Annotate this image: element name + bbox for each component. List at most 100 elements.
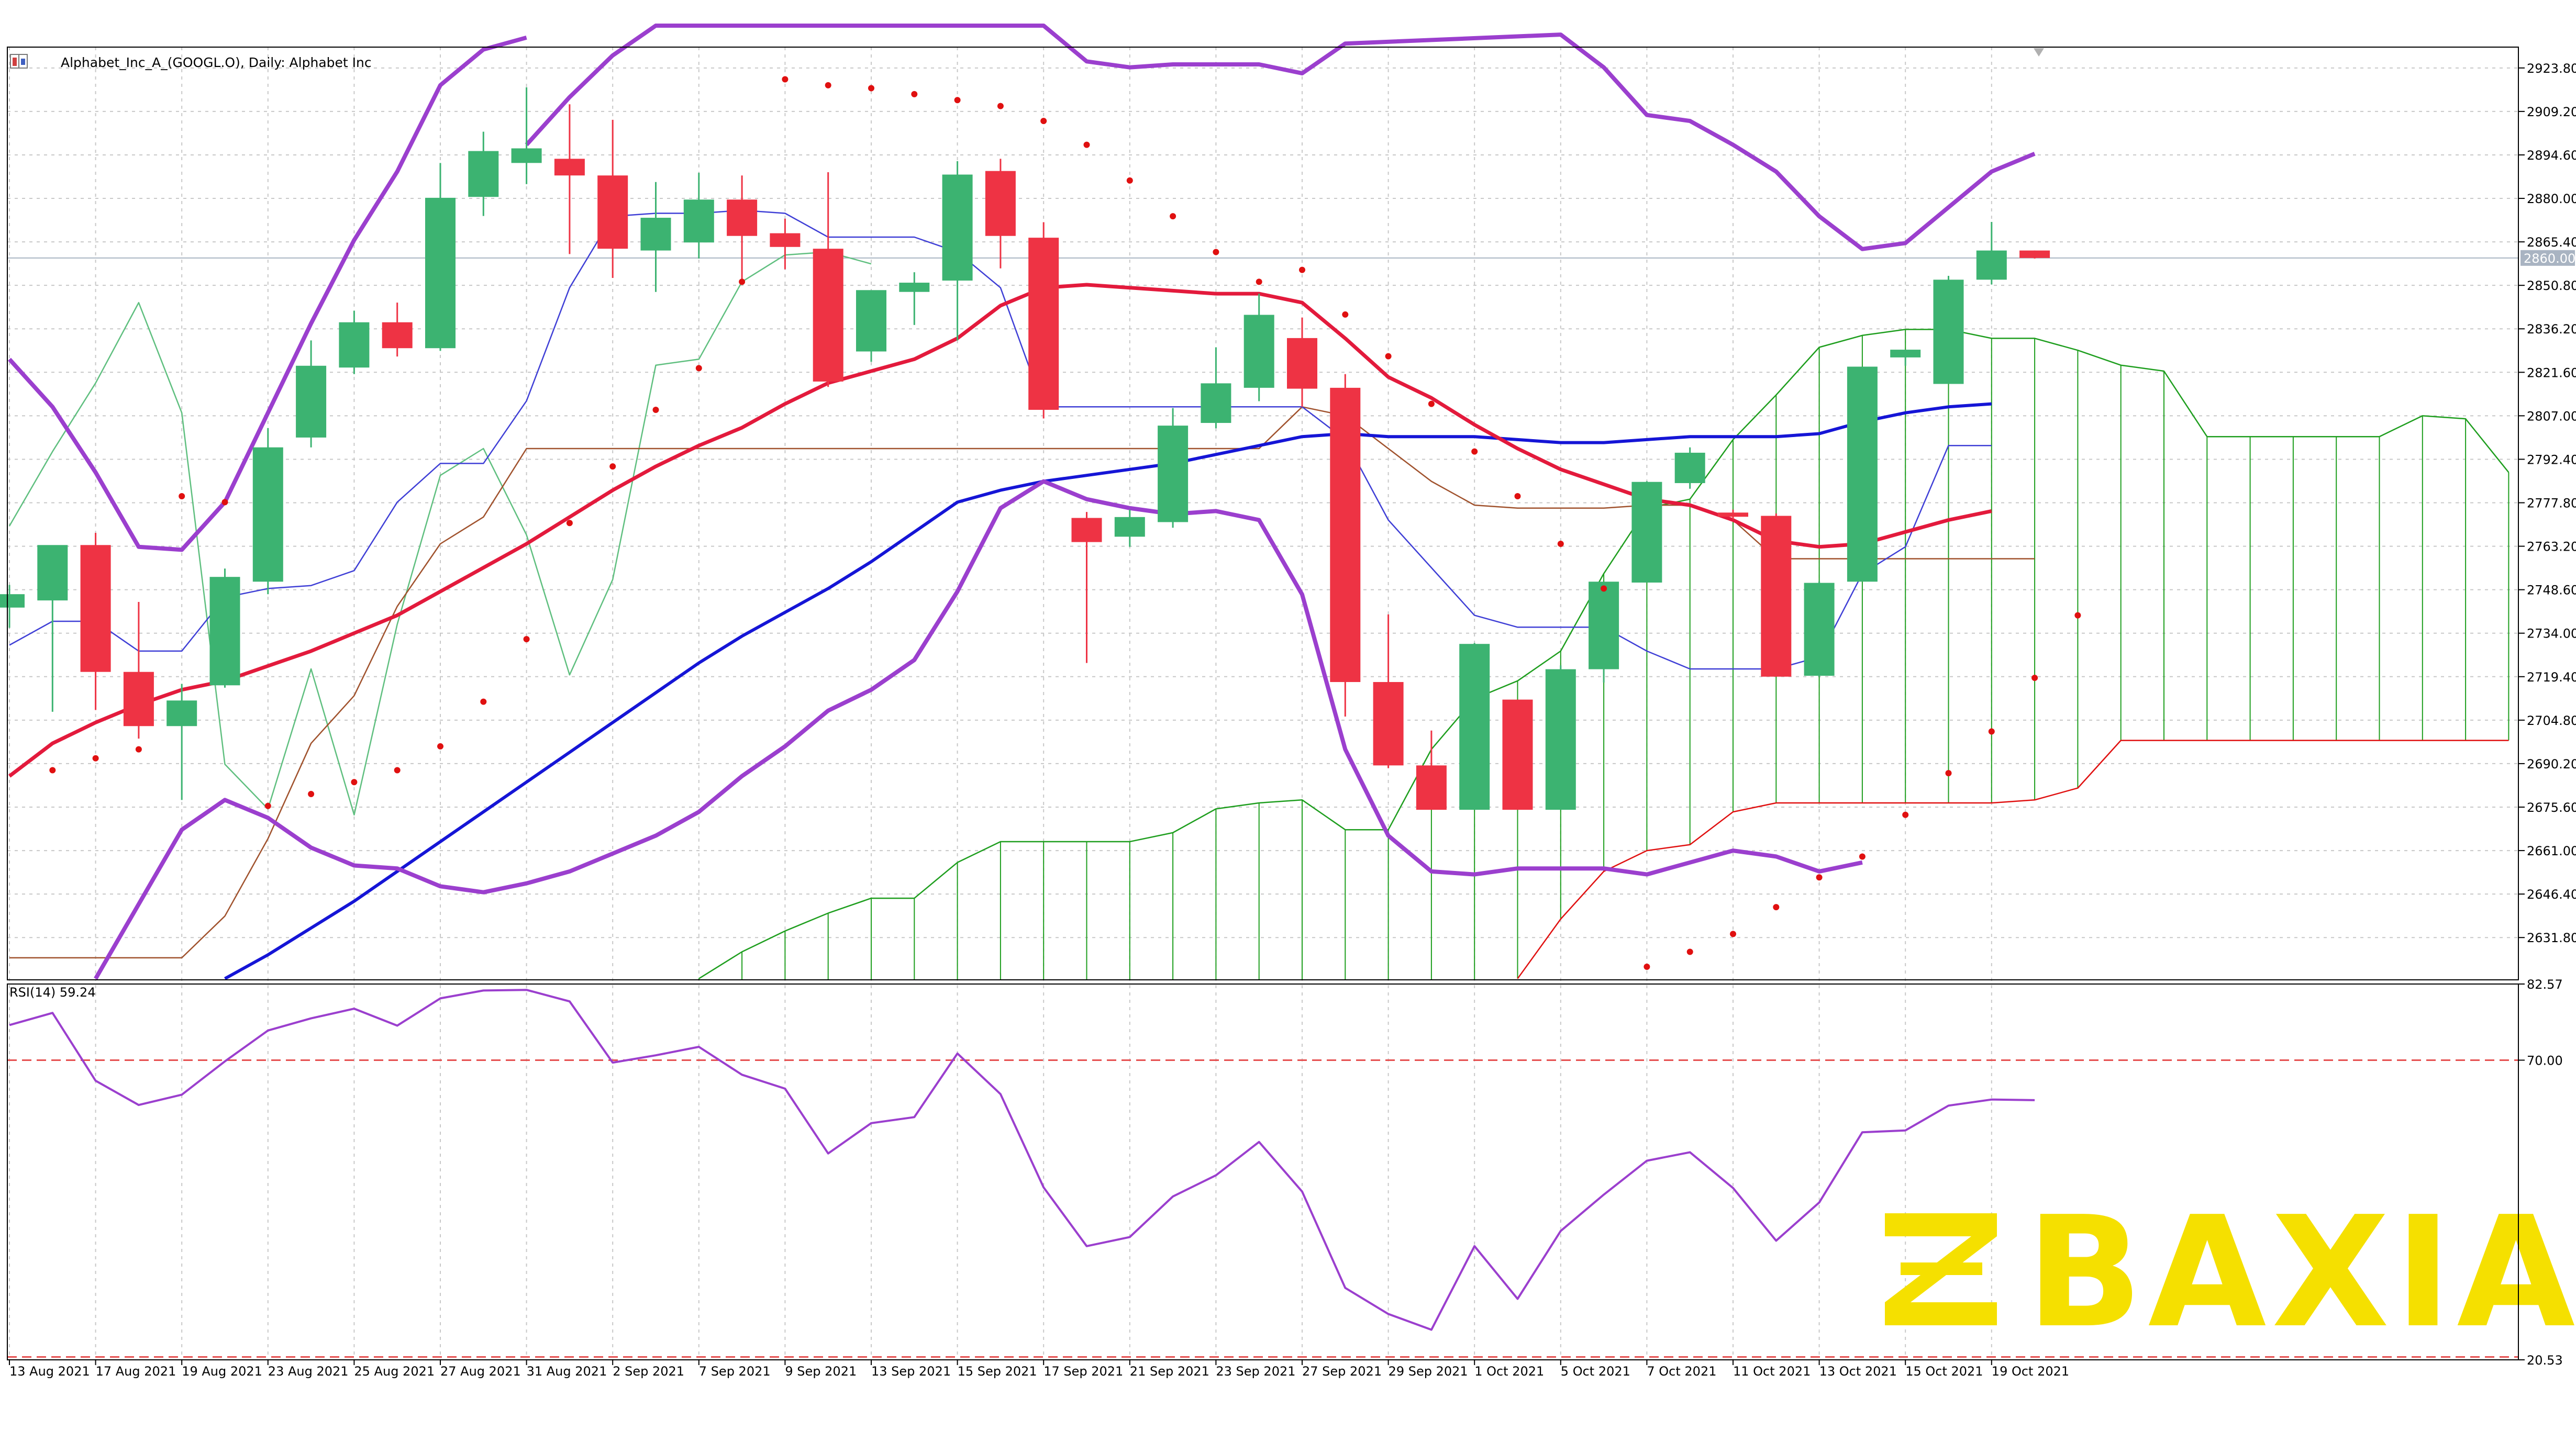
candle-body: [37, 545, 68, 601]
time-axis-label: 19 Oct 2021: [1992, 1364, 2069, 1379]
sar-dot: [1773, 904, 1780, 911]
rsi-label: RSI(14) 59.24: [9, 985, 96, 1000]
candle: [1545, 665, 1576, 810]
time-axis-label: 23 Sep 2021: [1216, 1364, 1295, 1379]
candle-body: [1847, 366, 1878, 582]
sar-dot: [1213, 249, 1219, 255]
sar-dot: [997, 103, 1004, 109]
candle: [425, 163, 456, 351]
time-axis-label: 15 Sep 2021: [958, 1364, 1037, 1379]
candle: [1287, 317, 1317, 407]
price-pane-frame: [7, 47, 2519, 980]
sar-dot: [1040, 118, 1047, 125]
candle-body: [511, 148, 542, 163]
time-axis-label: 13 Aug 2021: [9, 1364, 90, 1379]
candle-body: [1114, 517, 1145, 537]
time-axis-label: 9 Sep 2021: [785, 1364, 857, 1379]
price-axis-label: 2763.20: [2527, 540, 2576, 554]
candle-body: [2019, 250, 2050, 258]
candle: [468, 131, 499, 216]
price-axis-label: 2748.60: [2527, 583, 2576, 598]
candle: [813, 172, 843, 387]
time-axis-label: 15 Oct 2021: [1905, 1364, 1983, 1379]
price-axis-label: 2850.80: [2527, 278, 2576, 293]
price-axis-label: 2894.60: [2527, 148, 2576, 163]
candle: [1158, 408, 1189, 528]
current-price-label: 2860.00: [2524, 251, 2575, 266]
candle: [1071, 512, 1102, 663]
watermark: BAXIA: [1885, 1183, 2576, 1361]
rsi-line: [9, 989, 2035, 1331]
sar-dot: [351, 779, 358, 786]
sar-dot: [868, 85, 874, 92]
candle: [511, 87, 542, 184]
time-axis-label: 29 Sep 2021: [1389, 1364, 1468, 1379]
candle: [339, 310, 370, 374]
candle: [683, 173, 714, 259]
candle: [166, 684, 197, 800]
candle-body: [1071, 518, 1102, 542]
sar-dot: [1557, 541, 1564, 547]
candle-body: [1589, 582, 1619, 669]
sar-dot: [1170, 213, 1176, 220]
candle-body: [1287, 338, 1317, 389]
candle: [1933, 275, 1964, 384]
candle: [1373, 614, 1404, 768]
candle-body: [597, 175, 628, 249]
candle-body: [425, 197, 456, 349]
sar-dot: [1514, 493, 1521, 499]
sar-dot: [954, 97, 961, 104]
candle: [1502, 699, 1533, 810]
candle-body: [640, 218, 671, 251]
candle-body: [985, 171, 1016, 236]
time-axis-label: 25 Aug 2021: [354, 1364, 435, 1379]
sar-dot: [566, 520, 573, 527]
moving-average-slow-line: [224, 402, 1992, 980]
price-axis-label: 2719.40: [2527, 670, 2576, 685]
candle-body: [1201, 383, 1231, 423]
sar-dot: [1471, 448, 1478, 455]
price-axis-label: 2777.80: [2527, 496, 2576, 511]
senkou-span-b-line: [1517, 740, 2509, 979]
candle-body: [1158, 426, 1189, 522]
candle: [1847, 366, 1878, 582]
time-axis-label: 27 Aug 2021: [440, 1364, 521, 1379]
price-axis-label: 2836.20: [2527, 322, 2576, 337]
sar-dot: [394, 767, 401, 774]
candle-body: [339, 322, 370, 368]
candle: [123, 601, 154, 739]
bollinger-lower-line: [94, 479, 1863, 980]
candle: [727, 175, 758, 285]
candle-body: [1459, 644, 1490, 810]
candle-body: [899, 283, 930, 292]
rsi-axis-label: 82.57: [2527, 977, 2563, 992]
candle-body: [1243, 315, 1274, 388]
watermark-text: BAXIA: [2026, 1183, 2576, 1361]
candle-body: [554, 159, 585, 176]
time-axis-label: 13 Oct 2021: [1819, 1364, 1897, 1379]
senkou-span-a-line: [698, 329, 2510, 979]
sar-dot: [1256, 278, 1262, 285]
chikou-span-line: [8, 251, 872, 816]
sar-dot: [1902, 811, 1909, 818]
candle-body: [209, 577, 240, 686]
sar-dot: [1816, 874, 1823, 881]
candle-body: [1933, 280, 1964, 384]
candle-body: [1330, 387, 1361, 683]
price-axis-label: 2734.00: [2527, 627, 2576, 641]
candle: [1589, 582, 1619, 683]
price-axis-label: 2646.40: [2527, 887, 2576, 902]
baxia-logo-icon: [1885, 1213, 1997, 1325]
candle-body: [942, 174, 973, 281]
candle-body: [1761, 516, 1792, 677]
axes: 2923.80 2909.20 2894.60 2880.00 2865.40 2850.…: [7, 47, 2576, 1379]
sar-dot: [1083, 141, 1090, 148]
candle: [382, 303, 413, 357]
candle-body: [683, 199, 714, 243]
sar-dot: [1299, 266, 1305, 273]
sar-dot: [135, 746, 142, 753]
chart-title: Alphabet_Inc_A_(GOOGL.O), Daily: Alphabe…: [61, 55, 372, 70]
chart-header: Alphabet_Inc_A_(GOOGL.O), Daily: Alphabe…: [10, 54, 372, 70]
candle-body: [770, 233, 801, 247]
sar-dot: [1859, 853, 1866, 860]
